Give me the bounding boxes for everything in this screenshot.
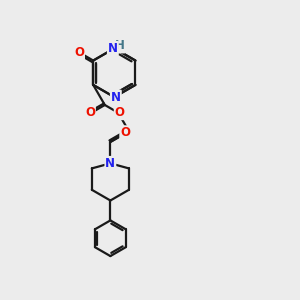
Text: N: N (108, 42, 118, 55)
Text: H: H (115, 40, 124, 52)
Text: N: N (111, 91, 121, 103)
Text: O: O (115, 106, 125, 119)
Text: O: O (85, 106, 95, 119)
Text: O: O (120, 126, 130, 139)
Text: N: N (105, 157, 116, 170)
Text: O: O (74, 46, 84, 59)
